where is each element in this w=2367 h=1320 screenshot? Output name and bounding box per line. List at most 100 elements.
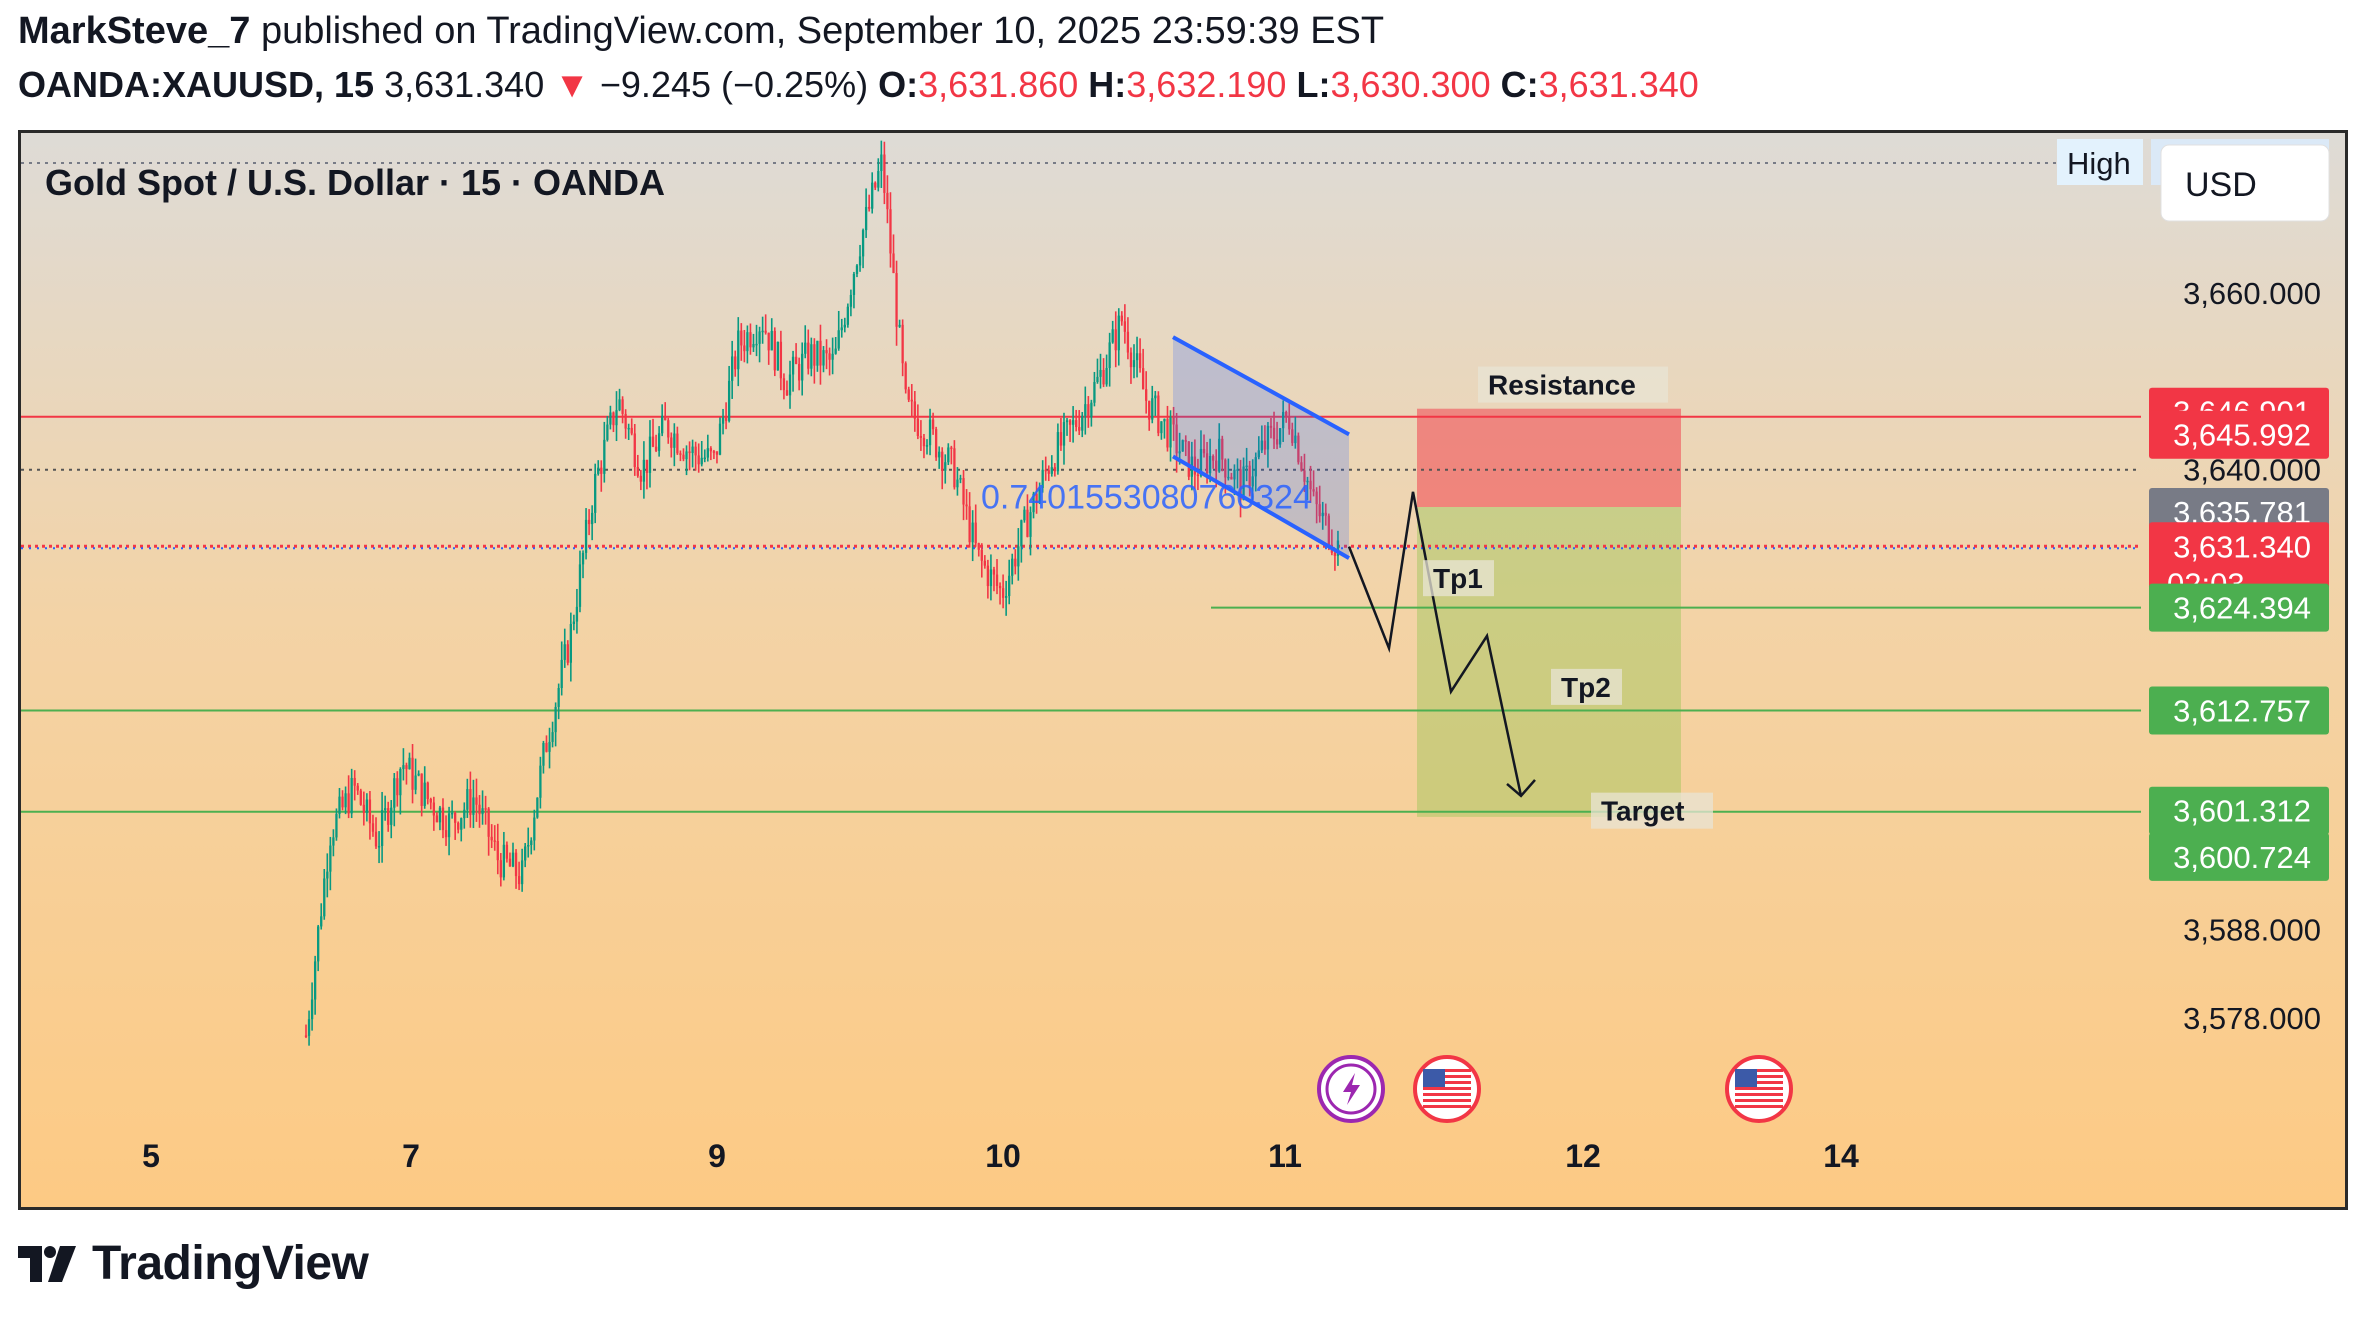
candle-body — [1050, 467, 1053, 474]
tradingview-logo[interactable]: TradingView — [18, 1236, 369, 1291]
candle-body — [1251, 476, 1254, 487]
candle-body — [694, 446, 697, 456]
candle — [1169, 410, 1172, 462]
candle — [520, 848, 524, 892]
resistance-label[interactable]: Resistance — [1478, 366, 1668, 403]
candle-body — [304, 1035, 308, 1037]
candle-body — [1282, 411, 1285, 429]
candle-body — [338, 796, 341, 814]
price-tag[interactable]: 3,624.394 — [2149, 583, 2329, 632]
candle — [801, 342, 804, 396]
chart-panel[interactable]: 0.7401553080760324 Resistance Tp1 Tp2 Target… — [18, 130, 2348, 1210]
close-label: C: — [1500, 64, 1539, 105]
candle-body — [310, 999, 314, 1020]
candle-body — [770, 330, 773, 351]
price-tag-value: 3,601.312 — [2173, 794, 2311, 829]
tp1-label[interactable]: Tp1 — [1423, 560, 1494, 597]
price-tag[interactable]: 3,645.992 — [2149, 410, 2329, 459]
candle — [490, 824, 493, 848]
chart-canvas[interactable]: 0.7401553080760324 Resistance Tp1 Tp2 Target… — [21, 133, 2345, 1207]
candle — [414, 758, 417, 795]
candle — [1263, 425, 1267, 455]
candle-body — [995, 574, 999, 586]
candle — [965, 489, 968, 520]
candle — [420, 773, 423, 817]
lightning-event-icon[interactable] — [1317, 1055, 1385, 1123]
candle-body — [743, 345, 746, 352]
target-label[interactable]: Target — [1591, 792, 1713, 829]
high-value: 3,632.190 — [1126, 64, 1287, 105]
candle — [1266, 422, 1270, 468]
candle — [472, 779, 475, 829]
candle-body — [609, 412, 612, 425]
candle-body — [1132, 360, 1136, 368]
candle-body — [895, 273, 898, 327]
price-tag[interactable]: 3,601.312 — [2149, 786, 2329, 835]
price-tag[interactable]: 3,600.724 — [2149, 832, 2329, 881]
candle — [310, 982, 314, 1031]
candle-body — [1169, 417, 1172, 448]
candle-body — [898, 324, 901, 327]
candle-body — [393, 778, 396, 808]
candle — [496, 823, 499, 875]
flag-stripe — [1735, 1081, 1783, 1084]
candle-body — [499, 860, 502, 878]
candle — [1324, 503, 1327, 526]
candle-body — [971, 522, 974, 543]
candle — [536, 797, 539, 819]
candle — [816, 340, 819, 372]
us-flag-icon[interactable] — [1413, 1055, 1481, 1123]
candle-body — [1297, 435, 1300, 463]
candle — [1285, 410, 1288, 423]
candle — [524, 843, 527, 868]
candle — [511, 842, 515, 868]
candle — [651, 418, 655, 448]
candle-body — [432, 802, 436, 816]
candle — [785, 380, 789, 396]
candle — [606, 416, 609, 442]
price-tag[interactable]: 3,612.757 — [2149, 686, 2329, 735]
candle — [703, 449, 706, 463]
candle-body — [928, 419, 932, 446]
candle-body — [1269, 425, 1273, 428]
candle — [934, 426, 938, 461]
candle-body — [472, 797, 475, 815]
lightning-bolt — [1343, 1073, 1360, 1105]
candle-body — [320, 916, 323, 927]
candle-body — [554, 706, 557, 733]
candle — [941, 447, 944, 490]
candle — [928, 408, 932, 456]
candle — [457, 821, 460, 834]
candle-body — [420, 773, 423, 806]
candle-body — [1068, 420, 1072, 425]
currency-button[interactable]: USD — [2160, 144, 2330, 222]
tp2-label[interactable]: Tp2 — [1551, 668, 1622, 705]
candle-body — [1327, 515, 1330, 547]
tp1-label-bg — [1423, 560, 1494, 597]
candle-body — [1026, 509, 1029, 537]
candle-body — [941, 451, 944, 471]
candle — [387, 801, 390, 832]
candle-body — [560, 659, 563, 689]
price-change: −9.245 (−0.25%) — [599, 64, 869, 105]
candle-body — [657, 433, 661, 451]
candle-body — [307, 1019, 311, 1036]
candle — [819, 324, 822, 385]
candle — [338, 787, 341, 819]
author-name[interactable]: MarkSteve_7 — [18, 10, 251, 52]
candle-body — [910, 399, 913, 402]
candle — [539, 756, 542, 809]
candle-body — [1163, 418, 1166, 422]
symbol-name[interactable]: OANDA:XAUUSD, 15 — [18, 64, 375, 105]
candle — [1218, 423, 1221, 473]
candle-body — [1236, 469, 1239, 471]
candle-body — [502, 844, 506, 878]
us-flag-icon[interactable] — [1725, 1055, 1793, 1123]
candle — [697, 443, 700, 473]
candle — [712, 449, 716, 460]
candle-body — [1260, 440, 1264, 451]
price-tag-value: 3,612.757 — [2173, 694, 2311, 729]
flag-stripe — [1735, 1099, 1783, 1102]
tradingview-logo-icon — [18, 1245, 76, 1282]
candle — [880, 140, 883, 188]
